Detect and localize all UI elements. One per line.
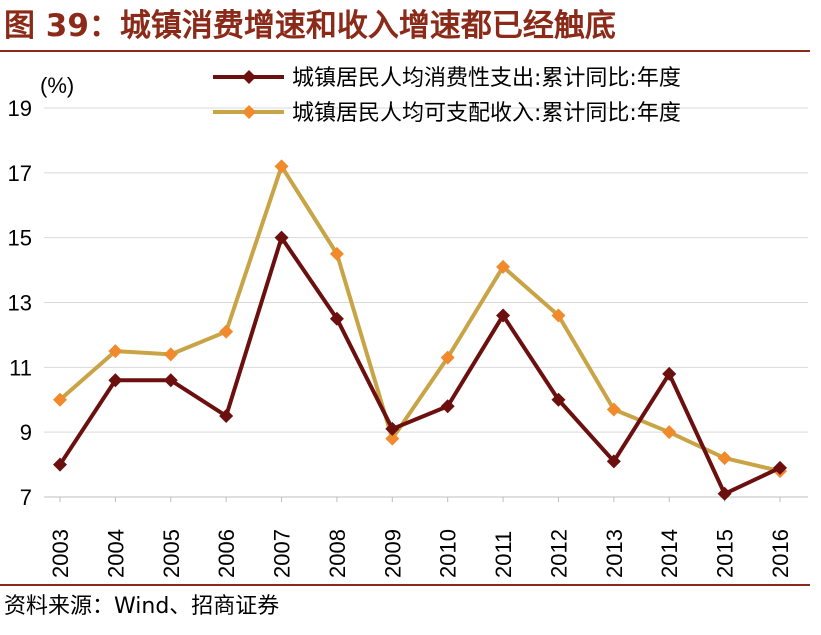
data-point: [606, 402, 621, 417]
data-point: [163, 347, 178, 362]
y-tick-label: 13: [8, 291, 32, 316]
legend-swatch-marker: [242, 70, 256, 84]
x-tick-label: 2006: [214, 529, 239, 578]
data-point: [440, 399, 455, 414]
y-tick-label: 9: [20, 420, 32, 445]
data-point: [717, 486, 732, 501]
series-lines: [53, 159, 787, 501]
data-point: [773, 460, 787, 475]
x-tick-label: 2007: [270, 529, 295, 578]
legend-swatch-marker: [242, 105, 256, 119]
title-divider: [0, 50, 810, 52]
series-income: [53, 159, 787, 479]
source-note: 资料来源：Wind、招商证券: [4, 594, 280, 619]
x-tick-label: 2011: [491, 531, 516, 578]
gridlines: [44, 107, 808, 498]
x-tick-label: 2009: [380, 529, 405, 578]
data-point: [385, 431, 400, 446]
y-axis-label: (%): [40, 73, 74, 98]
series-line: [58, 164, 781, 474]
x-tick-label: 2015: [713, 529, 738, 578]
chart-title: 图 39：城镇消费增速和收入增速都已经触底: [4, 8, 616, 44]
series-line: [58, 235, 781, 496]
data-point: [329, 246, 344, 261]
data-point: [329, 311, 344, 326]
data-point: [440, 350, 455, 365]
data-point: [108, 373, 123, 388]
x-tick-label: 2016: [768, 529, 793, 578]
y-tick-label: 7: [20, 485, 32, 510]
source-divider: [0, 584, 810, 586]
y-tick-label: 19: [8, 96, 32, 121]
x-tick-label: 2013: [602, 529, 627, 578]
data-point: [163, 373, 178, 388]
data-point: [53, 392, 67, 407]
x-tick-label: 2004: [103, 529, 128, 578]
data-point: [385, 421, 400, 436]
y-axis-ticks: 7 9 11 13 15 17 19: [8, 96, 32, 510]
y-tick-label: 17: [8, 161, 32, 186]
data-point: [274, 230, 289, 245]
data-point: [219, 408, 234, 423]
x-axis-ticks: 2003 2004 2005 2006 2007 2008 2009 2010 2011 2012…: [48, 497, 793, 578]
data-point: [662, 366, 677, 381]
y-tick-label: 15: [8, 226, 32, 251]
data-point: [717, 451, 732, 466]
data-point: [551, 392, 566, 407]
x-tick-label: 2014: [657, 529, 682, 578]
series-consumption: [53, 230, 787, 501]
data-point: [496, 308, 511, 323]
data-point: [219, 324, 234, 339]
legend-label: 城镇居民人均消费性支出:累计同比:年度: [292, 66, 681, 91]
data-point: [274, 159, 289, 174]
x-tick-label: 2010: [436, 529, 461, 578]
data-point: [551, 308, 566, 323]
data-point: [53, 457, 67, 472]
legend-label: 城镇居民人均可支配收入:累计同比:年度: [292, 101, 681, 126]
data-point: [496, 259, 511, 274]
x-tick-label: 2003: [48, 529, 73, 578]
y-tick-label: 11: [9, 355, 32, 380]
x-tick-label: 2008: [325, 529, 350, 578]
data-point: [108, 344, 123, 359]
data-point: [606, 454, 621, 469]
x-tick-label: 2012: [546, 529, 571, 578]
x-tick-label: 2005: [159, 529, 184, 578]
data-point: [662, 425, 677, 440]
